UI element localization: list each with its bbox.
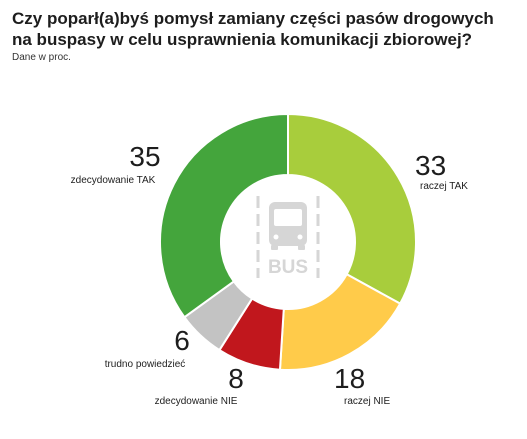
value-label-zdecydowanie-nie: 8 (228, 363, 244, 394)
bus-icon-label: BUS (268, 257, 308, 278)
category-label-zdecydowanie-tak: zdecydowanie TAK (71, 175, 156, 186)
value-label-raczej-tak: 33 (415, 150, 446, 181)
value-label-raczej-nie: 18 (334, 363, 365, 394)
bus-icon: BUS (221, 175, 355, 309)
value-label-zdecydowanie-tak: 35 (129, 141, 160, 172)
donut-slices (159, 112, 417, 371)
category-label-raczej-tak: raczej TAK (420, 181, 468, 192)
category-label-trudno-powiedziec: trudno powiedzieć (105, 359, 186, 370)
category-label-raczej-nie: raczej NIE (344, 396, 390, 407)
value-label-trudno-powiedziec: 6 (174, 325, 190, 356)
chart-title: Czy poparł(a)byś pomysł zamiany części p… (12, 9, 494, 49)
chart-subtitle: Dane w proc. (12, 52, 71, 63)
category-label-zdecydowanie-nie: zdecydowanie NIE (155, 396, 238, 407)
